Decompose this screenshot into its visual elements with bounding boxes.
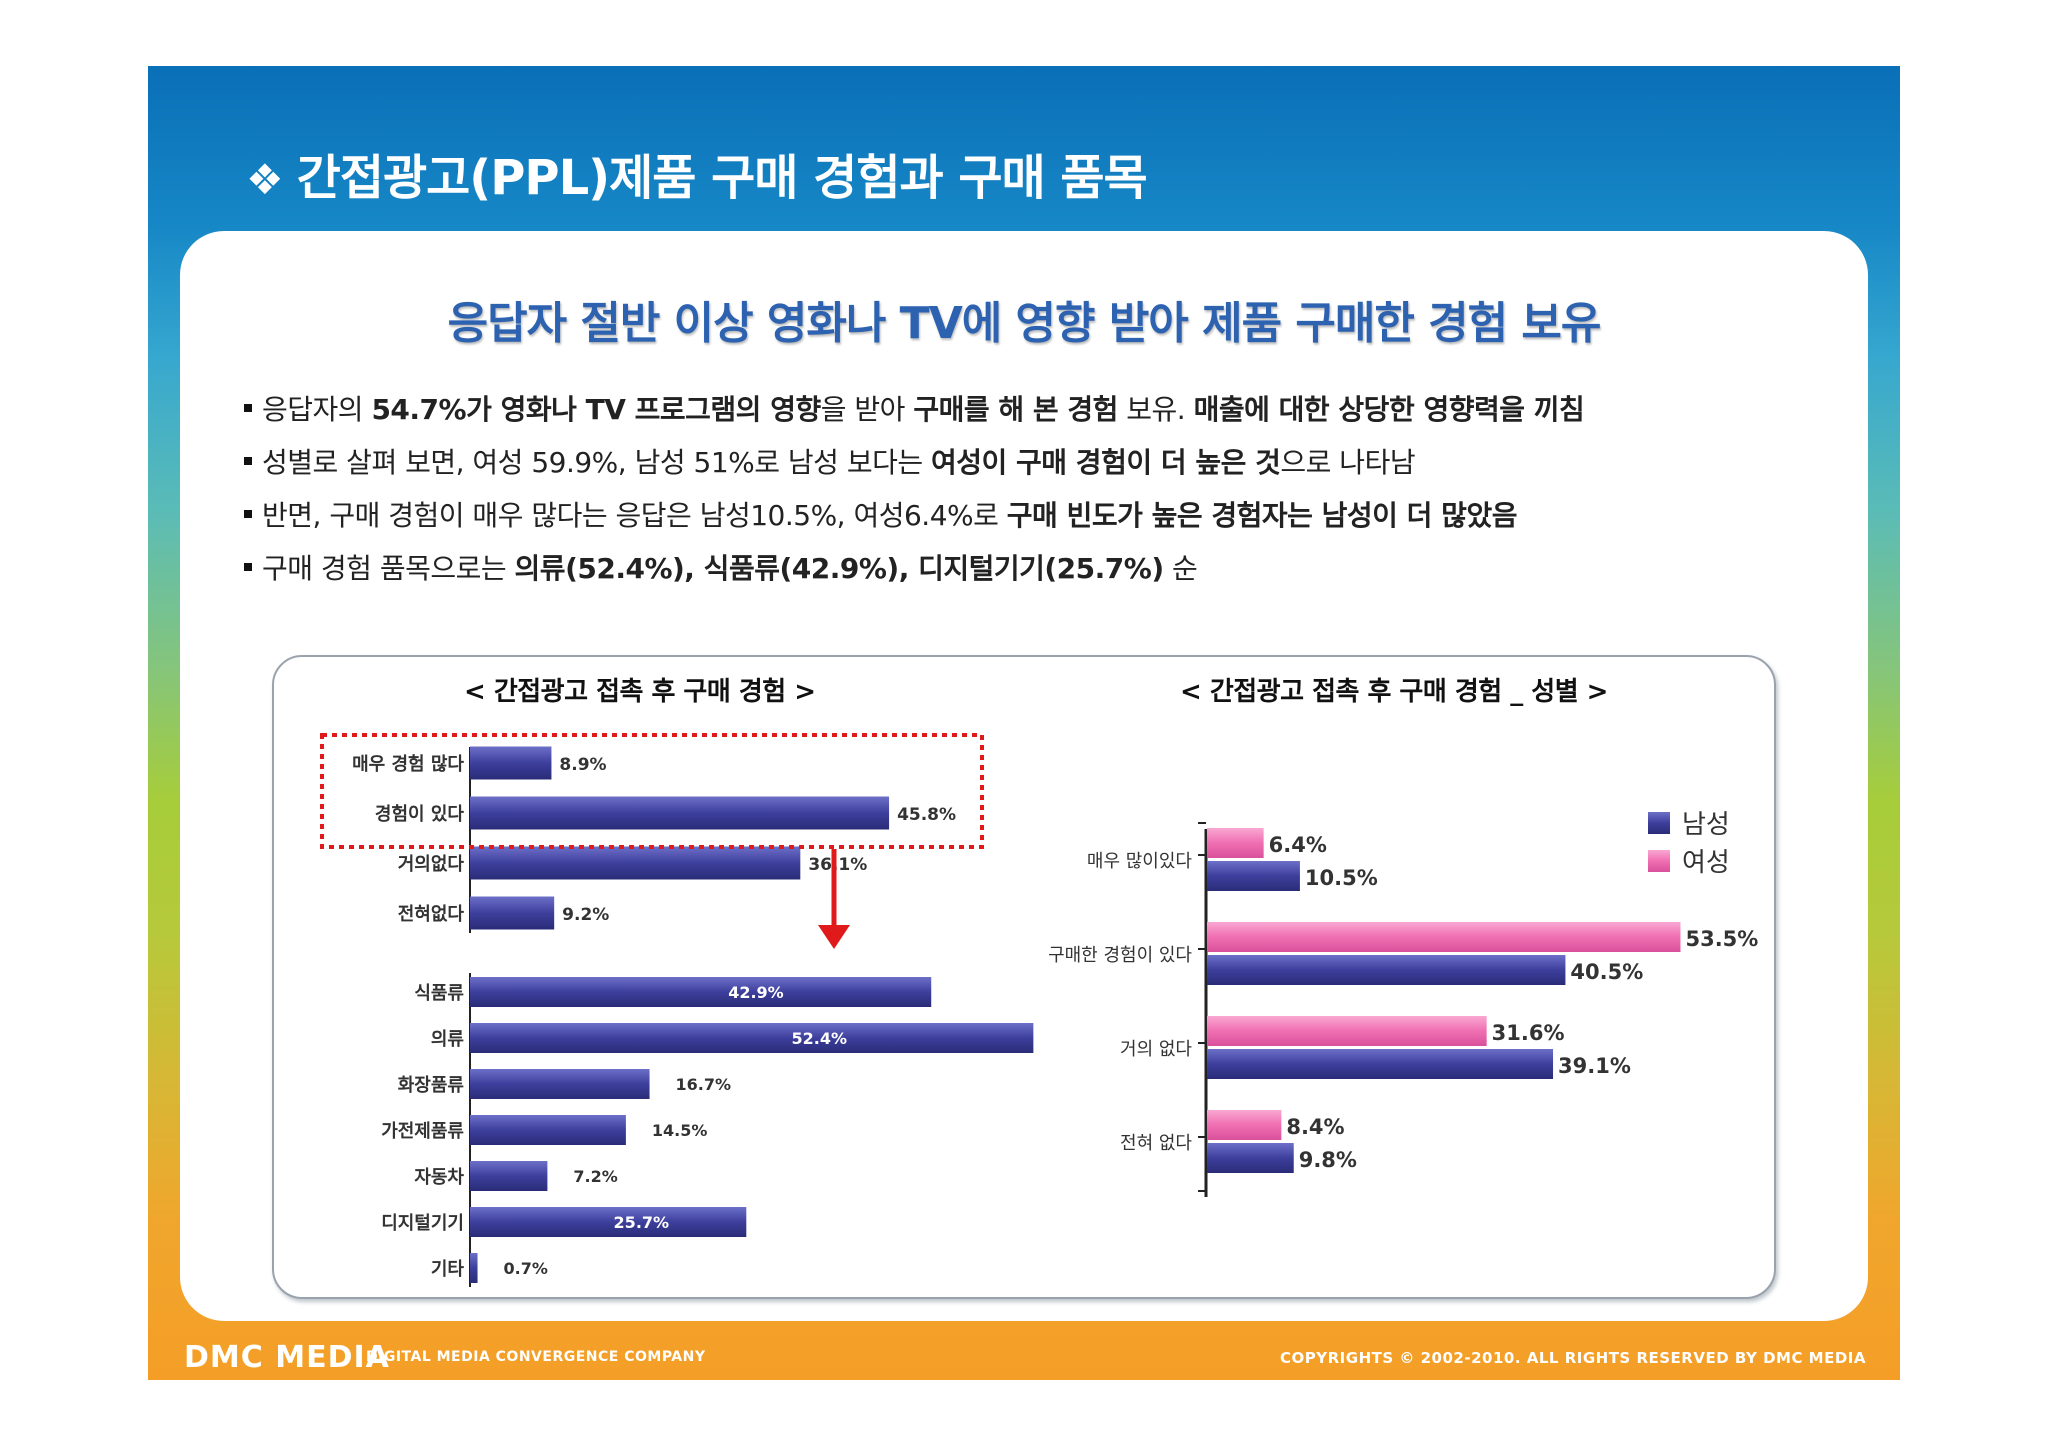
bullet-text: 응답자의: [262, 393, 372, 426]
legend-female-swatch: [1648, 850, 1670, 872]
chart1-bar: [470, 746, 552, 780]
chart2-bar: [470, 1069, 650, 1099]
chart3-value-label: 53.5%: [1685, 927, 1758, 951]
bullet-text: 순: [1163, 552, 1198, 585]
chart1-value-label: 45.8%: [897, 805, 956, 825]
slide-title: ❖ 간접광고(PPL)제품 구매 경험과 구매 품목: [246, 138, 1148, 208]
bullet-item: 반면, 구매 경험이 매우 많다는 응답은 남성10.5%, 여성6.4%로 구…: [244, 494, 1517, 534]
headline: 응답자 절반 이상 영화나 TV에 영향 받아 제품 구매한 경험 보유: [447, 298, 1602, 349]
chart2-category-label: 가전제품류: [381, 1121, 464, 1142]
chart3-value-label: 9.8%: [1299, 1148, 1357, 1172]
chart2-bar: [470, 1161, 548, 1191]
bullet-square-icon: [244, 404, 252, 412]
bullet-text: 성별로 살펴 보면, 여성 59.9%, 남성 51%로 남성 보다는: [262, 446, 932, 479]
chart-canvas: 매우 경험 많다 8.9% 경험이 있다 45.8% 거의없다 36.1% 전혀없다 9.2%…: [320, 733, 1758, 1287]
chart3-category-label: 거의 없다: [1120, 1039, 1192, 1060]
chart2-value-label: 25.7%: [614, 1213, 670, 1232]
chart1-category-label: 거의없다: [398, 854, 465, 875]
chart3-bar-male: [1207, 955, 1566, 985]
bullet-item: 성별로 살펴 보면, 여성 59.9%, 남성 51%로 남성 보다는 여성이 …: [244, 441, 1416, 481]
chart2-bar: [470, 1115, 626, 1145]
chart1-bar: [470, 896, 555, 930]
bullet-item: 응답자의 54.7%가 영화나 TV 프로그램의 영향을 받아 구매를 해 본 …: [244, 388, 1585, 428]
chart1-category-label: 매우 경험 많다: [352, 753, 464, 775]
chart1-value-label: 8.9%: [559, 755, 606, 775]
chart3-value-label: 40.5%: [1570, 960, 1643, 984]
chart-title-overall: < 간접광고 접촉 후 구매 경험 >: [464, 677, 816, 707]
bullet-text: 구매 빈도가 높은 경험자는 남성이 더 많았음: [1006, 499, 1518, 532]
footer-tagline: DIGITAL MEDIA CONVERGENCE COMPANY: [366, 1349, 706, 1365]
bullet-text: 의류(52.4%), 식품류(42.9%), 디지털기기(25.7%): [514, 552, 1165, 585]
dmc-media-logo: DMC MEDIA: [184, 1340, 390, 1375]
bullet-text: 구매를 해 본 경험: [913, 393, 1118, 426]
chart2-category-label: 자동차: [414, 1167, 464, 1188]
chart3-value-label: 31.6%: [1492, 1021, 1565, 1045]
chart3-value-label: 10.5%: [1305, 866, 1378, 890]
chart2-bar: [470, 1023, 1034, 1053]
bullet-text: 구매 경험 품목으로는: [262, 552, 515, 585]
chart3-bar-female: [1207, 922, 1681, 952]
chart2-category-label: 화장품류: [398, 1075, 464, 1096]
bullet-text: 반면, 구매 경험이 매우 많다는 응답은 남성10.5%, 여성6.4%로: [262, 499, 1007, 532]
content-panel: 응답자 절반 이상 영화나 TV에 영향 받아 제품 구매한 경험 보유 응답자…: [180, 231, 1868, 1321]
chart3-bar-male: [1207, 1049, 1554, 1079]
diamond-bullet-icon: ❖: [246, 155, 284, 204]
chart2-value-label: 16.7%: [676, 1075, 732, 1094]
legend-male-swatch: [1648, 812, 1670, 834]
chart1-value-label: 36.1%: [808, 855, 867, 875]
chart2-category-label: 의류: [431, 1029, 464, 1050]
chart1-bar: [470, 796, 890, 830]
slide-title-text: 간접광고(PPL)제품 구매 경험과 구매 품목: [296, 150, 1148, 206]
chart2-value-label: 0.7%: [504, 1259, 548, 1278]
chart3-value-label: 39.1%: [1558, 1054, 1631, 1078]
bullet-text: 54.7%가 영화나 TV 프로그램의 영향: [371, 393, 821, 426]
slide: ❖ 간접광고(PPL)제품 구매 경험과 구매 품목 응답자 절반 이상 영화나 …: [148, 66, 1900, 1380]
legend-female-label: 여성: [1682, 848, 1730, 878]
legend-male-label: 남성: [1682, 810, 1730, 840]
chart3-bar-male: [1207, 861, 1300, 891]
bullet-square-icon: [244, 457, 252, 465]
bullet-text: 을 받아: [820, 393, 914, 426]
footer-copyright: COPYRIGHTS © 2002-2010. ALL RIGHTS RESER…: [1280, 1349, 1866, 1367]
chart-container: < 간접광고 접촉 후 구매 경험 > < 간접광고 접촉 후 구매 경험 _ …: [272, 655, 1776, 1299]
bullet-text: 보유.: [1117, 393, 1194, 426]
bullet-text: 매출에 대한 상당한 영향력을 끼침: [1193, 393, 1585, 426]
chart3-category-label: 매우 많이있다: [1087, 851, 1193, 872]
chart3-value-label: 6.4%: [1269, 833, 1327, 857]
bullet-square-icon: [244, 563, 252, 571]
bullet-item: 구매 경험 품목으로는 의류(52.4%), 식품류(42.9%), 디지털기기…: [244, 547, 1198, 587]
chart1-bar: [470, 846, 801, 880]
chart3-bar-female: [1207, 828, 1264, 858]
chart2-category-label: 디지털기기: [381, 1213, 464, 1234]
chart2-bar: [470, 977, 932, 1007]
bullet-text: 여성이 구매 경험이 더 높은 것: [931, 446, 1281, 479]
chart2-value-label: 14.5%: [652, 1121, 708, 1140]
bullet-square-icon: [244, 510, 252, 518]
chart2-category-label: 식품류: [414, 983, 464, 1004]
chart3-value-label: 8.4%: [1286, 1115, 1344, 1139]
arrow-down-icon: [818, 925, 850, 949]
chart3-category-label: 구매한 경험이 있다: [1048, 945, 1192, 966]
chart3-bar-male: [1207, 1143, 1294, 1173]
chart3-bar-female: [1207, 1110, 1282, 1140]
chart3-bar-female: [1207, 1016, 1487, 1046]
chart3-category-label: 전혀 없다: [1120, 1133, 1192, 1154]
highlight-box: [320, 733, 984, 849]
chart2-category-label: 기타: [431, 1259, 465, 1280]
chart1-category-label: 경험이 있다: [375, 803, 465, 825]
chart2-bar: [470, 1253, 478, 1283]
chart2-value-label: 42.9%: [728, 983, 784, 1002]
chart1-category-label: 전혀없다: [398, 904, 465, 925]
bullet-text: 으로 나타남: [1280, 446, 1416, 479]
chart-title-gender: < 간접광고 접촉 후 구매 경험 _ 성별 >: [1180, 677, 1608, 707]
chart1-value-label: 9.2%: [562, 905, 609, 925]
chart2-value-label: 52.4%: [792, 1029, 848, 1048]
chart2-bar: [470, 1207, 747, 1237]
chart2-value-label: 7.2%: [573, 1167, 617, 1186]
